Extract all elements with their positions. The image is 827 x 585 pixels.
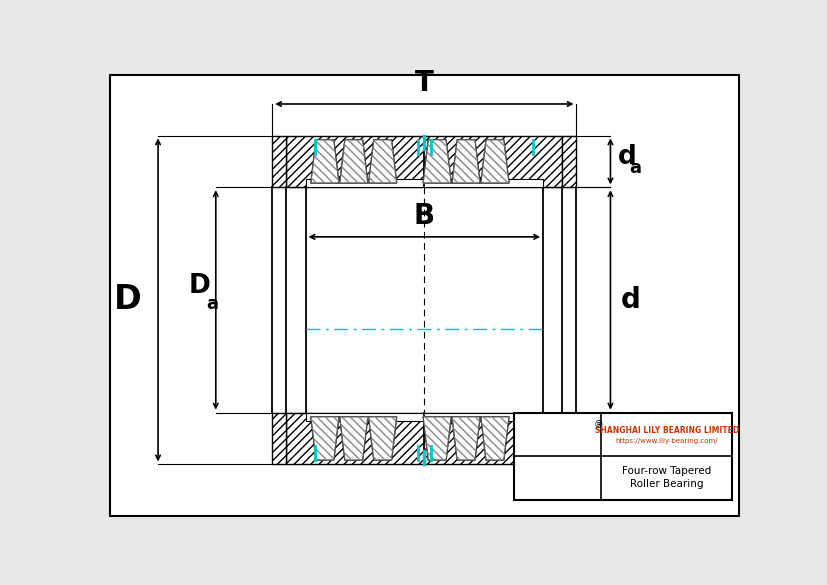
Text: a: a: [206, 295, 218, 314]
Bar: [305, 179, 543, 187]
Polygon shape: [423, 140, 451, 183]
Polygon shape: [368, 140, 396, 183]
Bar: [286, 136, 562, 187]
Text: D: D: [189, 273, 210, 300]
Polygon shape: [480, 417, 509, 460]
Bar: [272, 412, 286, 464]
Bar: [286, 187, 562, 412]
Bar: [272, 136, 286, 187]
Text: SHANGHAI LILY BEARING LIMITED: SHANGHAI LILY BEARING LIMITED: [594, 426, 739, 435]
Polygon shape: [452, 140, 480, 183]
Text: https://www.lily-bearing.com/: https://www.lily-bearing.com/: [614, 438, 717, 443]
Bar: [562, 136, 576, 187]
Polygon shape: [339, 140, 367, 183]
Bar: [305, 187, 543, 412]
Text: d: d: [618, 144, 636, 170]
Text: D: D: [114, 283, 142, 316]
Bar: [562, 412, 576, 464]
Polygon shape: [310, 140, 338, 183]
Text: a: a: [629, 159, 641, 177]
Polygon shape: [452, 417, 480, 460]
Text: ®: ®: [593, 420, 603, 430]
Text: d: d: [620, 286, 640, 314]
Polygon shape: [339, 417, 367, 460]
Polygon shape: [368, 417, 396, 460]
Bar: [514, 412, 732, 500]
Bar: [305, 412, 543, 421]
Bar: [286, 412, 562, 464]
Text: Four-row Tapered
Roller Bearing: Four-row Tapered Roller Bearing: [622, 466, 710, 489]
Text: T: T: [414, 69, 433, 97]
Polygon shape: [480, 140, 509, 183]
Polygon shape: [423, 417, 451, 460]
Polygon shape: [310, 417, 338, 460]
Text: B: B: [414, 202, 434, 230]
